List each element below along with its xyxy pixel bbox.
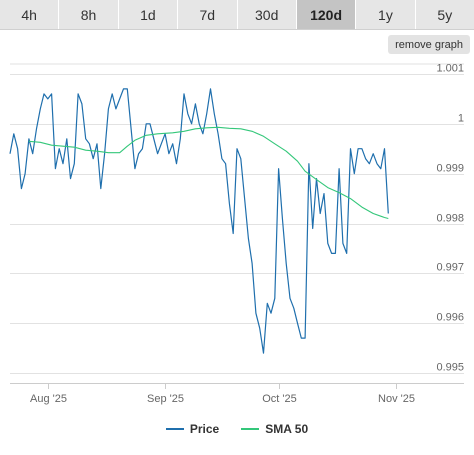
y-tick-label: 0.995: [436, 362, 464, 374]
price-line: [9, 88, 389, 354]
x-tick-label: Sep '25: [147, 393, 184, 405]
legend-item-sma[interactable]: SMA 50: [241, 422, 308, 436]
x-tick-label: Aug '25: [30, 393, 67, 405]
tab-4h[interactable]: 4h: [0, 0, 60, 29]
remove-graph-button[interactable]: remove graph: [388, 35, 470, 54]
chart-legend: Price SMA 50: [0, 418, 474, 440]
legend-label-sma: SMA 50: [265, 422, 309, 436]
tab-30d[interactable]: 30d: [238, 0, 297, 29]
tab-1d[interactable]: 1d: [119, 0, 179, 29]
y-tick-label: 0.999: [436, 163, 464, 175]
timeframe-tabs: 4h 8h 1d 7d 30d 120d 1y 5y: [0, 0, 474, 30]
tab-7d[interactable]: 7d: [178, 0, 238, 29]
tab-120d[interactable]: 120d: [296, 0, 357, 29]
tab-1y[interactable]: 1y: [356, 0, 416, 29]
x-tick-label: Nov '25: [378, 393, 415, 405]
legend-label-price: Price: [189, 422, 220, 436]
sma-50-line: [28, 126, 389, 220]
price-swatch: [165, 428, 184, 430]
y-tick-label: 1.001: [436, 63, 464, 75]
legend-item-price[interactable]: Price: [165, 422, 220, 436]
tab-8h[interactable]: 8h: [59, 0, 119, 29]
y-tick-label: 1: [458, 113, 464, 125]
sma-swatch: [241, 428, 260, 430]
x-tick-label: Oct '25: [262, 393, 297, 405]
y-tick-label: 0.996: [436, 312, 464, 324]
tab-5y[interactable]: 5y: [437, 6, 453, 23]
y-tick-label: 0.997: [436, 262, 464, 274]
y-tick-label: 0.998: [436, 213, 464, 225]
price-chart: 0.995 0.996 0.997 0.998 0.999 1 1.001 Aug '25 Se…: [9, 63, 464, 405]
